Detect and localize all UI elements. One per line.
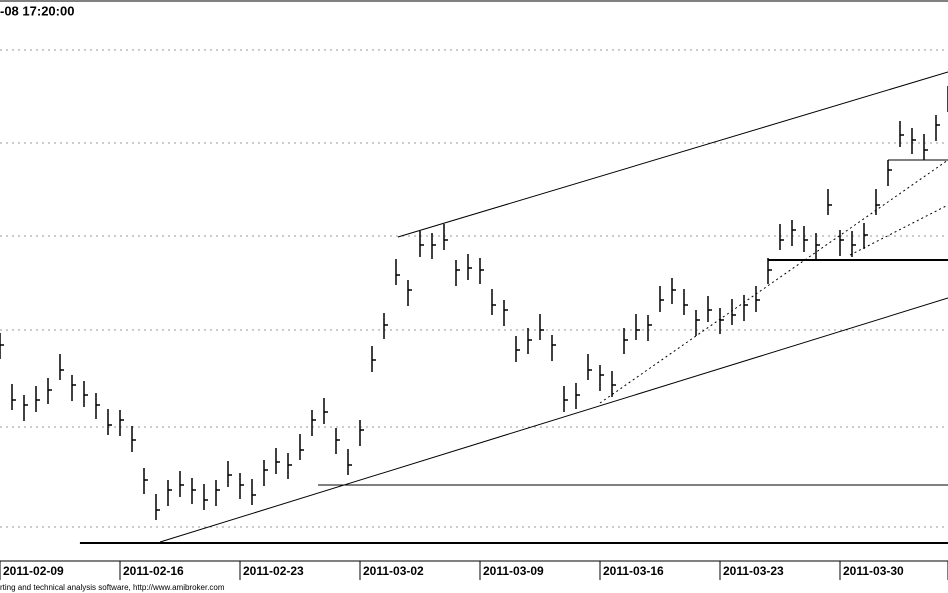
trend-line [397, 71, 948, 238]
x-tick-label: 2011-03-23 [723, 564, 784, 578]
x-tick-label: 2011-03-30 [843, 564, 904, 578]
x-tick-label: 2011-03-02 [363, 564, 424, 578]
trend-line [159, 297, 948, 543]
trend-line [849, 204, 948, 256]
chart-title: -08 17:20:00 [0, 3, 74, 18]
x-tick-label: 2011-02-09 [3, 564, 64, 578]
x-tick-label: 2011-02-16 [123, 564, 184, 578]
x-tick-label: 2011-03-16 [603, 564, 664, 578]
trend-line [599, 159, 948, 404]
x-tick-label: 2011-03-09 [483, 564, 544, 578]
x-tick-label: 2011-02-23 [243, 564, 304, 578]
footer: rting and technical analysis software, h… [0, 583, 225, 592]
